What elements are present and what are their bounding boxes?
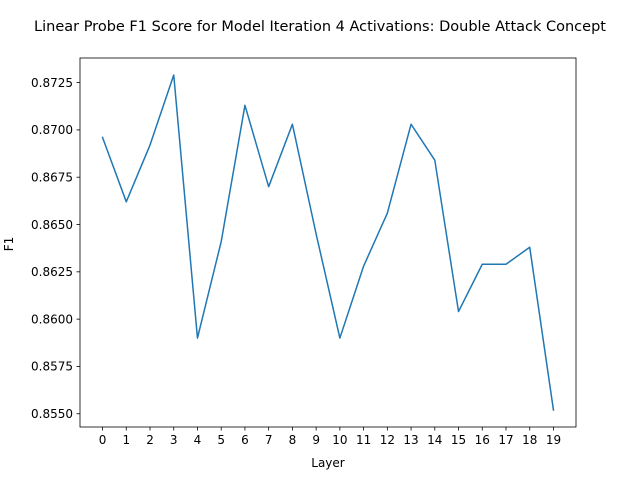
plot-frame xyxy=(79,57,577,428)
x-tick-label: 12 xyxy=(380,433,395,447)
x-tick-label: 17 xyxy=(498,433,513,447)
x-tick-label: 4 xyxy=(194,433,202,447)
x-tick-label: 14 xyxy=(427,433,442,447)
x-axis-label: Layer xyxy=(311,456,345,470)
y-tick-label: 0.8625 xyxy=(31,265,73,279)
y-tick-label: 0.8675 xyxy=(31,171,73,185)
series-line-0 xyxy=(101,74,555,411)
x-tick-label: 0 xyxy=(99,433,107,447)
x-tick-label: 19 xyxy=(546,433,561,447)
y-tick-label: 0.8700 xyxy=(31,123,73,137)
y-tick-label: 0.8550 xyxy=(31,407,73,421)
x-tick-label: 16 xyxy=(475,433,490,447)
x-tick-label: 7 xyxy=(265,433,273,447)
x-tick-label: 11 xyxy=(356,433,371,447)
x-tick-label: 1 xyxy=(122,433,130,447)
x-tick-label: 9 xyxy=(312,433,320,447)
y-tick-label: 0.8725 xyxy=(31,76,73,90)
y-tick-label: 0.8650 xyxy=(31,218,73,232)
x-tick-label: 5 xyxy=(217,433,225,447)
x-tick-label: 8 xyxy=(289,433,297,447)
x-tick-label: 15 xyxy=(451,433,466,447)
x-tick-label: 2 xyxy=(146,433,154,447)
x-tick-label: 18 xyxy=(522,433,537,447)
x-tick-label: 3 xyxy=(170,433,178,447)
y-tick-label: 0.8600 xyxy=(31,312,73,326)
x-tick-label: 10 xyxy=(332,433,347,447)
chart-title: Linear Probe F1 Score for Model Iteratio… xyxy=(34,19,606,35)
y-axis-label: F1 xyxy=(2,237,16,252)
y-tick-label: 0.8575 xyxy=(31,360,73,374)
x-tick-label: 13 xyxy=(403,433,418,447)
x-tick-label: 6 xyxy=(241,433,249,447)
plot-area: 0 1 2 3 4 5 6 7 8 9 10 11 12 13 14 15 16 17 18 190.85500.85… xyxy=(31,57,577,447)
